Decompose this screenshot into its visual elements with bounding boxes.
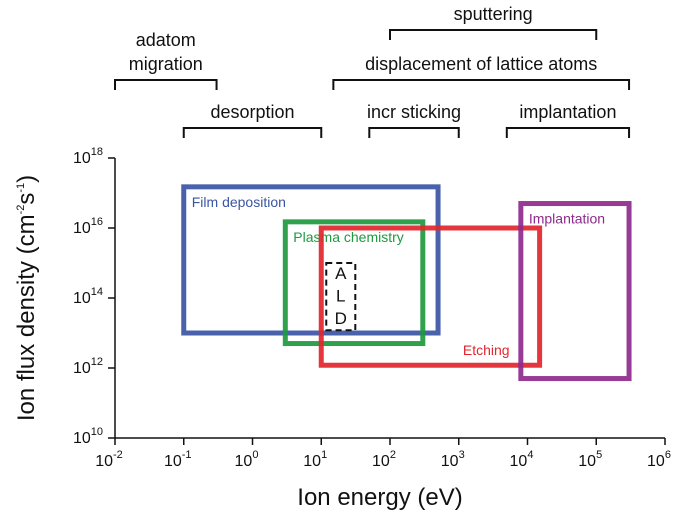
etching-region xyxy=(318,225,543,368)
implantation-label: implantation xyxy=(519,102,616,122)
x-tick-label: 10-1 xyxy=(164,449,192,470)
x-tick-label: 10-2 xyxy=(95,449,123,470)
sputtering-label: sputtering xyxy=(454,4,533,24)
displacement-of-lattice-atoms-label: displacement of lattice atoms xyxy=(365,54,597,74)
implantation-label: Implantation xyxy=(529,211,605,227)
x-tick-label: 101 xyxy=(303,449,327,470)
x-tick-label: 105 xyxy=(578,449,602,470)
y-tick-label: 1010 xyxy=(73,426,103,447)
process-brackets: sputtering adatom migration displacement of… xyxy=(114,4,631,138)
plasma-chemistry-label: Plasma chemistry xyxy=(293,229,403,245)
ald-letter: D xyxy=(335,309,347,328)
ald-letter: A xyxy=(335,264,347,283)
desorption-bracket xyxy=(182,127,323,138)
sputtering-bracket xyxy=(389,29,598,40)
x-tick-label: 103 xyxy=(441,449,465,470)
adatom-label-line2: migration xyxy=(129,54,203,74)
displacement-of-lattice-atoms-bracket xyxy=(332,79,631,90)
y-tick-label: 1016 xyxy=(73,216,103,237)
adatom-label: adatom xyxy=(136,30,196,50)
y-ticks: 1010 1012 1014 1016 1018 xyxy=(73,146,115,447)
x-ticks: 10-2 10-1 100 101 102 103 104 105 106 xyxy=(95,438,671,470)
implantation-bracket xyxy=(505,127,631,138)
ald-box xyxy=(325,262,357,332)
process-regions: Film deposition Plasma chemistry Etching Im… xyxy=(181,184,632,382)
etching-label: Etching xyxy=(463,342,510,358)
plasma-chemistry-region xyxy=(282,219,426,347)
x-tick-label: 106 xyxy=(647,449,671,470)
x-tick-label: 100 xyxy=(235,449,259,470)
ald-letter: L xyxy=(336,287,345,306)
x-axis-title: Ion energy (eV) xyxy=(297,484,462,511)
y-tick-label: 1018 xyxy=(73,146,103,167)
y-tick-label: 1014 xyxy=(73,286,103,307)
film-deposition-label: Film deposition xyxy=(192,194,286,210)
y-axis-title: Ion flux density (cm-2s-1) xyxy=(13,175,40,421)
x-tick-label: 104 xyxy=(510,449,534,470)
desorption-label: desorption xyxy=(210,102,294,122)
ald-region: ALD xyxy=(325,262,357,332)
implantation-region xyxy=(518,201,632,382)
incr-sticking-label: incr sticking xyxy=(367,102,461,122)
y-tick-label: 1012 xyxy=(73,356,103,377)
adatom-bracket xyxy=(114,79,218,90)
x-tick-label: 102 xyxy=(372,449,396,470)
film-deposition-region xyxy=(181,184,441,336)
incr-sticking-bracket xyxy=(368,127,460,138)
